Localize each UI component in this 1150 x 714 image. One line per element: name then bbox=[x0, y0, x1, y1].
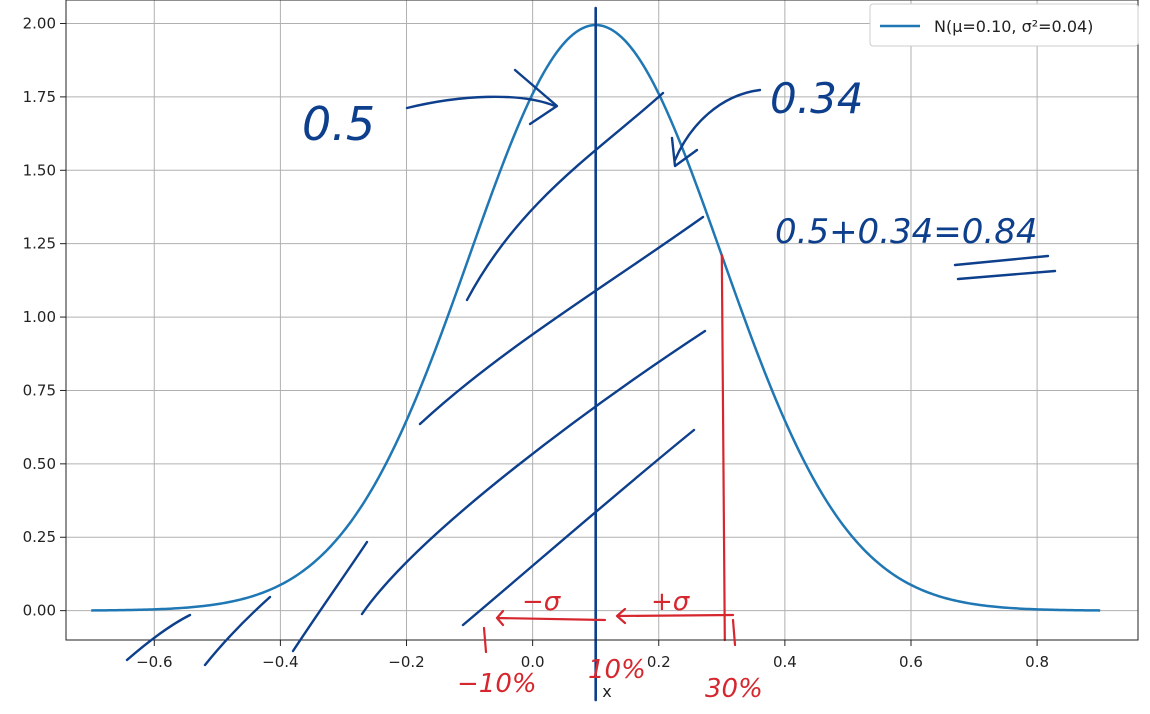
underline-1 bbox=[953, 254, 1050, 267]
x-tick-label: −0.4 bbox=[262, 653, 298, 671]
x-tick-label: 0.8 bbox=[1025, 653, 1049, 671]
plot-frame bbox=[65, 0, 1139, 641]
x-tick-label: −0.2 bbox=[388, 653, 424, 671]
y-tick-label: 1.75 bbox=[23, 88, 56, 106]
hatch-line-4 bbox=[461, 428, 696, 627]
y-tick-label: 1.25 bbox=[23, 235, 56, 253]
ticks: −0.6 −0.4 −0.2 0.0 0.2 0.4 0.6 0.8 0.00 0.25 0.50 0… bbox=[23, 14, 1049, 671]
label-pct-high: 30% bbox=[705, 674, 763, 704]
plus-sigma-line bbox=[720, 253, 726, 642]
hatch-line-2 bbox=[418, 215, 705, 426]
label-plus-sigma: +σ bbox=[651, 587, 691, 617]
y-tick-label: 0.75 bbox=[23, 381, 56, 399]
y-tick-label: 0.50 bbox=[23, 455, 56, 473]
label-pct-low: −10% bbox=[457, 669, 537, 699]
y-tick-label: 1.50 bbox=[23, 161, 56, 179]
hatch-lines bbox=[125, 91, 707, 667]
label-pct-mid: 10% bbox=[588, 655, 646, 685]
label-left-area: 0.5 bbox=[302, 97, 375, 151]
axes bbox=[65, 0, 1139, 641]
x-tick-label: 0.6 bbox=[899, 653, 923, 671]
curve-layer bbox=[91, 6, 1101, 702]
sigma-arrow-right bbox=[615, 607, 735, 625]
y-tick-label: 0.25 bbox=[23, 528, 56, 546]
x-tick-label: −0.6 bbox=[136, 653, 172, 671]
legend-label: N(μ=0.10, σ²=0.04) bbox=[934, 17, 1093, 36]
hatch-line-7 bbox=[125, 613, 192, 662]
grid bbox=[66, 0, 1138, 640]
arrow-head-right bbox=[670, 136, 699, 168]
hatch-line-5 bbox=[291, 540, 369, 653]
y-tick-label: 0.00 bbox=[23, 602, 56, 620]
x-tick-label: 0.0 bbox=[521, 653, 545, 671]
label-sum: 0.5+0.34=0.84 bbox=[775, 212, 1037, 252]
y-tick-label: 1.00 bbox=[23, 308, 56, 326]
underline-2 bbox=[956, 269, 1057, 281]
arrow-head-left bbox=[513, 68, 559, 126]
arrow-to-right-area bbox=[673, 88, 762, 162]
label-minus-sigma: −σ bbox=[522, 587, 562, 617]
tick-mark-high bbox=[731, 618, 737, 647]
legend-box bbox=[869, 3, 1139, 47]
hatch-line-1 bbox=[465, 91, 665, 302]
label-right-area: 0.34 bbox=[770, 74, 864, 123]
y-tick-label: 2.00 bbox=[23, 14, 56, 32]
x-tick-label: 0.4 bbox=[773, 653, 797, 671]
sigma-arrow-left bbox=[495, 609, 607, 627]
x-tick-label: 0.2 bbox=[647, 653, 671, 671]
x-axis-label: x bbox=[602, 682, 611, 701]
arrows bbox=[405, 68, 1057, 281]
hatch-line-3 bbox=[360, 329, 707, 616]
sigma-markers: −σ +σ −10% 10% 30% bbox=[457, 587, 763, 704]
arrow-to-left-area bbox=[405, 95, 557, 110]
hatch-line-6 bbox=[203, 595, 272, 667]
tick-mark-low bbox=[482, 626, 488, 654]
legend: N(μ=0.10, σ²=0.04) bbox=[869, 3, 1139, 47]
